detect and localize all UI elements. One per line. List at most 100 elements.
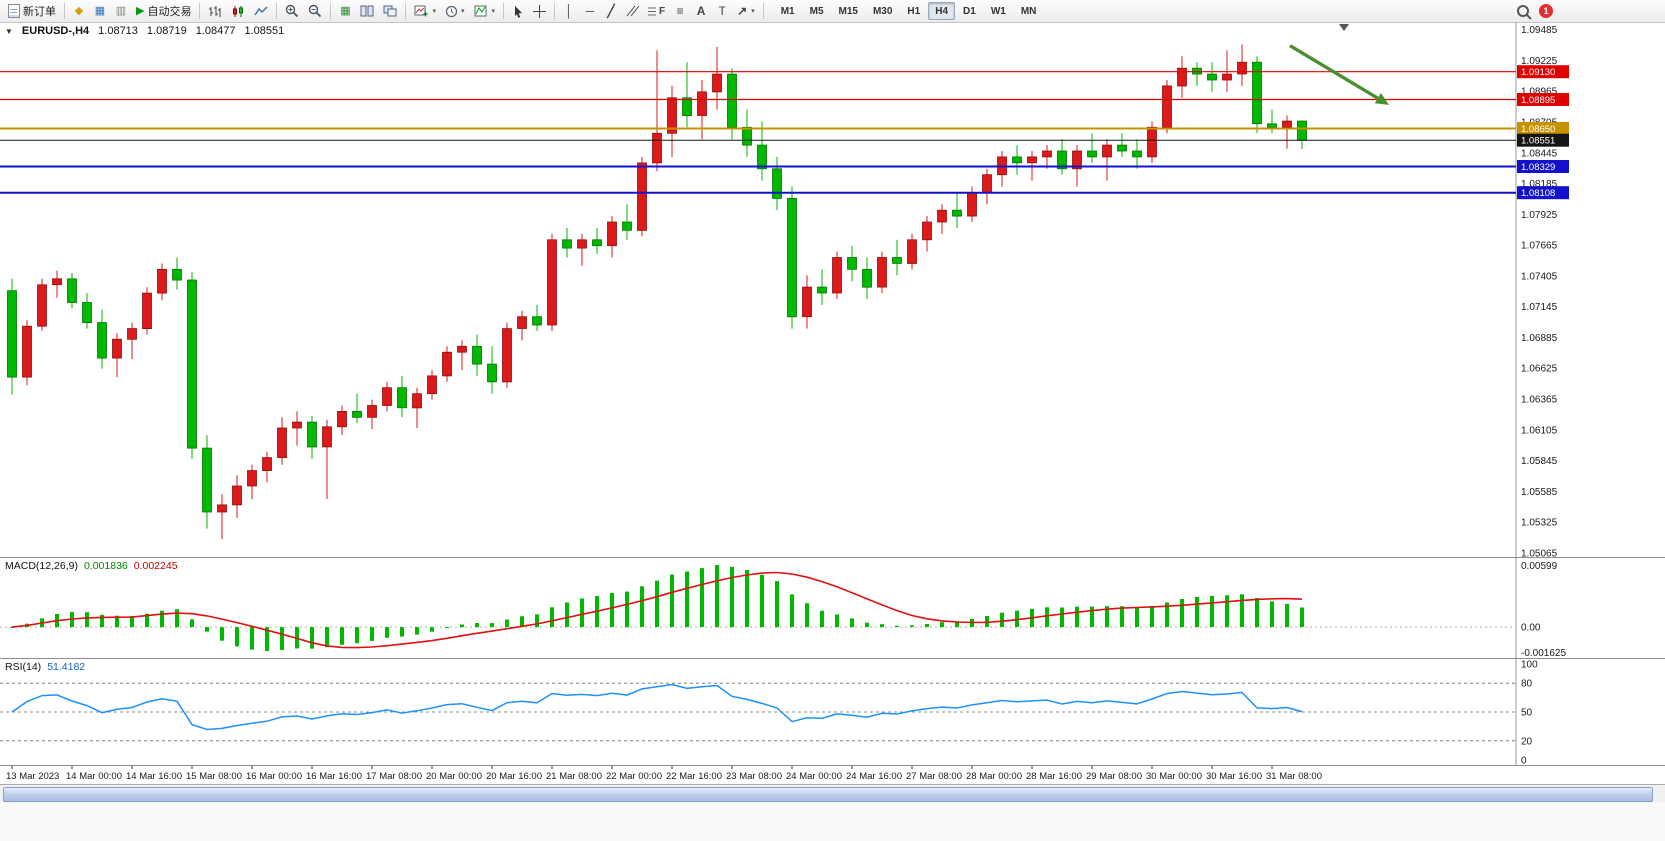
andrews-pitchfork-icon: ≡: [676, 4, 684, 18]
timeframe-button-mn[interactable]: MN: [1014, 2, 1044, 20]
svg-text:23 Mar 08:00: 23 Mar 08:00: [726, 771, 782, 782]
cascade-windows-button[interactable]: [379, 2, 401, 21]
svg-text:16 Mar 00:00: 16 Mar 00:00: [246, 771, 302, 782]
timeframe-button-w1[interactable]: W1: [984, 2, 1013, 20]
zoom-out-button[interactable]: [304, 2, 326, 21]
rsi-canvas[interactable]: 100 80 50 20 0: [0, 659, 1665, 765]
chart-bars-button[interactable]: [204, 2, 226, 21]
ohlc-open: 1.08713: [98, 25, 138, 37]
time-axis[interactable]: 13 Mar 2023 14 Mar 00:00 14 Mar 16:00 15 Ma…: [0, 766, 1665, 784]
chart-line-button[interactable]: [250, 2, 272, 21]
svg-text:14 Mar 16:00: 14 Mar 16:00: [126, 771, 182, 782]
svg-text:1.08445: 1.08445: [1521, 148, 1558, 159]
toolbar-separator: [64, 3, 65, 19]
svg-text:50: 50: [1521, 708, 1533, 719]
arrow-tool-icon: ↗: [737, 4, 748, 18]
fibonacci-tool-button[interactable]: F: [644, 2, 669, 21]
main-chart-canvas[interactable]: 1.094851.092251.089651.087051.084451.081…: [0, 22, 1665, 557]
timeframe-button-d1[interactable]: D1: [956, 2, 983, 20]
timeframe-button-h4[interactable]: H4: [928, 2, 956, 20]
ohlc-close: 1.08551: [244, 25, 285, 37]
svg-text:1.06105: 1.06105: [1521, 425, 1558, 436]
terminal-icon: ▥: [115, 4, 127, 17]
panel-separator: [0, 765, 1665, 766]
svg-text:80: 80: [1521, 679, 1533, 690]
cascade-windows-icon: [383, 5, 397, 17]
new-order-button[interactable]: 新订单: [4, 2, 60, 21]
crosshair-button[interactable]: [529, 2, 550, 21]
svg-text:30 Mar 00:00: 30 Mar 00:00: [1146, 771, 1202, 782]
svg-text:1.05325: 1.05325: [1521, 518, 1558, 529]
svg-text:1.08329: 1.08329: [1521, 162, 1555, 173]
horizontal-scrollbar[interactable]: [0, 784, 1665, 803]
notifications-badge[interactable]: 1: [1539, 4, 1553, 18]
toolbar-separator: [554, 3, 556, 19]
label-tool-icon: T: [718, 4, 726, 18]
text-label-tool-button[interactable]: T: [712, 2, 732, 21]
svg-text:1.06365: 1.06365: [1521, 395, 1558, 406]
rsi-label: RSI(14) 51.4182: [5, 661, 85, 673]
arrow-annotation[interactable]: [1289, 44, 1389, 105]
chart-candles-button[interactable]: [227, 2, 249, 21]
market-watch-button[interactable]: ▦: [90, 2, 110, 21]
clock-icon: [445, 5, 458, 17]
svg-text:20 Mar 00:00: 20 Mar 00:00: [426, 771, 482, 782]
macd-panel: MACD(12,26,9) 0.001836 0.002245 0.00599 0…: [0, 558, 1665, 658]
rsi-panel: RSI(14) 51.4182 100 80 50 20 0: [0, 659, 1665, 765]
svg-text:16 Mar 16:00: 16 Mar 16:00: [306, 771, 362, 782]
horizontal-line-icon: ─: [585, 4, 595, 18]
timeframe-toolbar: M1 M5 M15 M30 H1 H4 D1 W1 MN: [774, 2, 1044, 20]
toolbar-separator: [762, 3, 764, 19]
channel-tool-button[interactable]: [622, 2, 643, 21]
timeframe-button-h1[interactable]: H1: [900, 2, 927, 20]
chart-shift-marker-icon: [1339, 24, 1349, 31]
macd-histogram: [10, 565, 1304, 651]
svg-text:17 Mar 08:00: 17 Mar 08:00: [366, 771, 422, 782]
vertical-line-tool-button[interactable]: │: [559, 2, 579, 21]
text-tool-button[interactable]: A: [691, 2, 711, 21]
macd-canvas[interactable]: 0.00599 0.00 -0.001625: [0, 558, 1665, 658]
svg-text:31 Mar 08:00: 31 Mar 08:00: [1266, 771, 1322, 782]
timeframe-button-m1[interactable]: M1: [774, 2, 802, 20]
cursor-button[interactable]: [508, 2, 528, 21]
new-chart-button[interactable]: + ▾: [410, 2, 440, 21]
rsi-name: RSI(14): [5, 661, 42, 673]
arrows-tool-button[interactable]: ↗ ▾: [733, 2, 759, 21]
chart-title-overlay: ▼ EURUSD-,H4 1.08713 1.08719 1.08477 1.0…: [5, 25, 284, 37]
panel-separator[interactable]: [0, 658, 1665, 659]
autotrading-button[interactable]: ▶ 自动交易: [132, 2, 195, 21]
tile-windows-button[interactable]: [356, 2, 378, 21]
strategy-tester-button[interactable]: ▦: [335, 2, 355, 21]
toolbar-separator: [405, 3, 407, 19]
fibo-lines-icon: [648, 7, 657, 15]
terminal-button[interactable]: ▥: [111, 2, 131, 21]
toolbar-separator: [503, 3, 505, 19]
trendline-tool-button[interactable]: ╱: [601, 2, 621, 21]
autotrading-label: 自动交易: [147, 6, 192, 18]
indicators-button[interactable]: ▾: [470, 2, 500, 21]
horizontal-line-tool-button[interactable]: ─: [580, 2, 600, 21]
macd-name: MACD(12,26,9): [5, 560, 78, 572]
metaeditor-button[interactable]: ◆: [69, 2, 89, 21]
cursor-icon: [515, 5, 523, 18]
price-badges: 1.09130 1.08895 1.08650 1.08329 1.08108 1.085…: [1517, 65, 1569, 200]
svg-text:1.08895: 1.08895: [1521, 95, 1555, 106]
timeframe-button-m15[interactable]: M15: [832, 2, 865, 20]
svg-text:1.09485: 1.09485: [1521, 25, 1558, 36]
scrollbar-thumb[interactable]: [3, 787, 1653, 802]
svg-text:15 Mar 08:00: 15 Mar 08:00: [186, 771, 242, 782]
svg-text:1.07665: 1.07665: [1521, 241, 1558, 252]
timeframe-button-m30[interactable]: M30: [866, 2, 899, 20]
andrews-pitchfork-button[interactable]: ≡: [670, 2, 690, 21]
svg-text:20: 20: [1521, 736, 1533, 747]
chart-menu-icon[interactable]: ▼: [5, 26, 13, 36]
toolbar: 新订单 ◆ ▦ ▥ ▶ 自动交易 ▦: [0, 0, 1665, 23]
svg-text:1.07925: 1.07925: [1521, 210, 1558, 221]
timeframe-button-m5[interactable]: M5: [803, 2, 831, 20]
candles: [7, 44, 1307, 540]
panel-separator[interactable]: [0, 557, 1665, 558]
profiles-button[interactable]: ▾: [441, 2, 469, 21]
zoom-in-button[interactable]: [281, 2, 303, 21]
search-button[interactable]: [1513, 2, 1533, 21]
